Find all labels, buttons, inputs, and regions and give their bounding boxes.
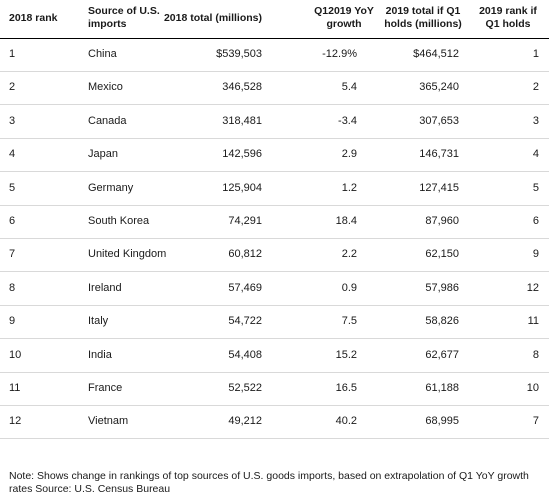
total-2019-cell: 62,677 [425,348,459,361]
total-2019-cell: 307,653 [419,114,459,127]
total-2019-cell: 87,960 [425,215,459,227]
total-2019-cell: 57,986 [425,281,459,294]
source-cell: Italy [88,315,109,328]
table-row: 11 France 52,522 16.5 61,188 10 [0,372,549,406]
rank-cell: 6 [9,215,16,227]
total-2019-cell: 127,415 [419,181,459,194]
table-row: 7 United Kingdom 60,812 2.2 62,150 9 [0,238,549,273]
growth-cell: 40.2 [335,415,357,428]
source-cell: United Kingdom [88,248,167,261]
header-2019-total: 2019 total if Q1 holds (millions) [384,5,462,30]
table-row: 2 Mexico 346,528 5.4 365,240 2 [0,71,549,106]
header-2018-rank: 2018 rank [9,12,58,24]
source-cell: Canada [88,114,127,127]
growth-cell: -12.9% [322,48,357,60]
rank-2019-cell: 6 [532,215,539,227]
rank-2019-cell: 7 [532,415,539,428]
rank-2019-cell: 10 [526,382,539,394]
growth-cell: 2.2 [341,248,357,261]
header-growth: Q12019 YoY growth [314,5,374,30]
source-cell: China [88,48,117,60]
table-row: 1 China $539,503 -12.9% $464,512 1 [0,38,549,72]
total-2018-cell: 54,722 [228,315,262,328]
rank-cell: 7 [9,248,16,261]
total-2018-cell: 49,212 [228,415,262,428]
source-cell: Vietnam [88,415,129,428]
growth-cell: 2.9 [341,148,357,161]
total-2019-cell: 58,826 [425,315,459,328]
table-row: 12 Vietnam 49,212 40.2 68,995 7 [0,405,549,440]
total-2019-cell: $464,512 [413,48,459,60]
total-2018-cell: 74,291 [228,215,262,227]
table-row: 6 South Korea 74,291 18.4 87,960 6 [0,205,549,239]
total-2018-cell: 52,522 [228,382,262,394]
growth-cell: 18.4 [335,215,357,227]
rank-cell: 3 [9,114,16,127]
growth-cell: 15.2 [335,348,357,361]
total-2018-cell: 142,596 [222,148,262,161]
rank-cell: 4 [9,148,16,161]
total-2019-cell: 62,150 [425,248,459,261]
source-cell: Japan [88,148,118,161]
total-2018-cell: 60,812 [228,248,262,261]
rank-cell: 9 [9,315,16,328]
rank-cell: 5 [9,181,16,194]
header-source: Source of U.S. imports [88,5,160,30]
total-2019-cell: 61,188 [425,382,459,394]
source-cell: India [88,348,112,361]
growth-cell: 5.4 [341,81,357,94]
growth-cell: 1.2 [341,181,357,194]
rank-2019-cell: 2 [532,81,539,94]
header-2018-total: 2018 total (millions) [163,12,262,24]
total-2018-cell: 57,469 [228,281,262,294]
total-2018-cell: 318,481 [222,114,262,127]
growth-cell: 7.5 [341,315,357,328]
table-row: 9 Italy 54,722 7.5 58,826 11 [0,305,549,340]
total-2018-cell: 346,528 [222,81,262,94]
total-2019-cell: 68,995 [425,415,459,428]
source-cell: France [88,382,123,394]
footnote: Note: Shows change in rankings of top so… [9,470,529,495]
total-2018-cell: 54,408 [228,348,262,361]
rank-cell: 8 [9,281,16,294]
table-row: 5 Germany 125,904 1.2 127,415 5 [0,172,549,206]
rank-2019-cell: 9 [532,248,539,261]
growth-cell: 0.9 [341,281,357,294]
source-cell: Ireland [88,281,122,294]
total-2019-cell: 146,731 [419,148,459,161]
table-header: 2018 rank Source of U.S. imports 2018 to… [0,0,549,39]
table-row: 3 Canada 318,481 -3.4 307,653 3 [0,105,549,139]
growth-cell: -3.4 [338,114,357,127]
rank-cell: 12 [9,415,22,428]
total-2018-cell: 125,904 [222,181,262,194]
source-cell: Germany [88,181,134,194]
source-cell: South Korea [88,215,150,227]
rank-cell: 10 [9,348,22,361]
table-row: 8 Ireland 57,469 0.9 57,986 12 [0,272,549,306]
rank-cell: 1 [9,48,16,60]
rank-2019-cell: 4 [532,148,539,161]
rank-2019-cell: 8 [532,348,539,361]
rank-2019-cell: 12 [526,281,539,294]
total-2018-cell: $539,503 [216,48,262,60]
table-row: 10 India 54,408 15.2 62,677 8 [0,339,549,373]
rank-2019-cell: 1 [532,48,539,60]
rank-2019-cell: 11 [527,315,539,328]
rank-2019-cell: 5 [532,181,539,194]
rank-cell: 11 [9,382,21,394]
table-row: 4 Japan 142,596 2.9 146,731 4 [0,138,549,173]
growth-cell: 16.5 [335,382,357,394]
source-cell: Mexico [88,81,123,94]
header-2019-rank: 2019 rank if Q1 holds [479,5,537,30]
total-2019-cell: 365,240 [419,81,459,94]
rank-2019-cell: 3 [532,114,539,127]
rank-cell: 2 [9,81,16,94]
